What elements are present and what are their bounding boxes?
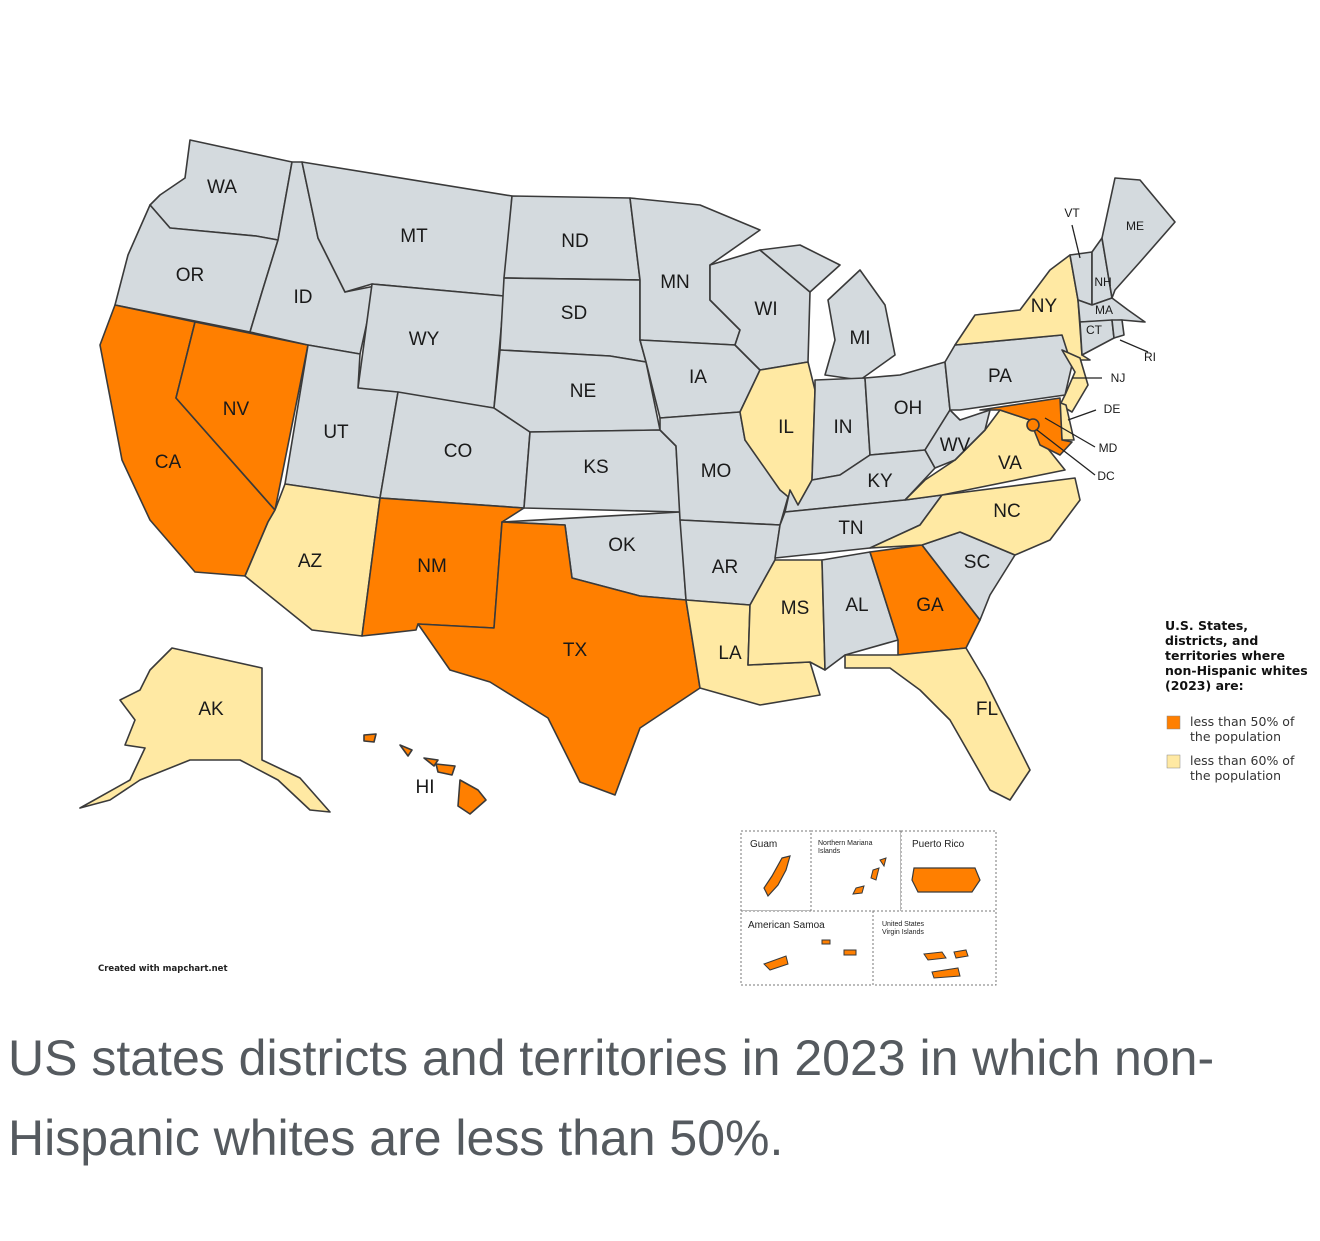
- state-HI: [457, 779, 487, 815]
- label-TN: TN: [838, 518, 863, 539]
- territory-us-virgin-islands: [923, 949, 969, 979]
- label-FL: FL: [976, 699, 998, 720]
- state-DC: [1026, 418, 1040, 432]
- label-VA: VA: [998, 453, 1022, 474]
- label-OR: OR: [176, 265, 205, 286]
- state-MD: [979, 397, 1073, 456]
- label-MO: MO: [701, 461, 732, 482]
- us-map: WA OR CA NV ID MT WY UT AZ CO NM ND SD NE KS OK TX MN IA MO…: [79, 139, 1312, 986]
- label-TX: TX: [563, 640, 588, 661]
- label-MA: MA: [1095, 303, 1113, 317]
- label-UT: UT: [323, 422, 349, 443]
- state-NC: [869, 477, 1081, 556]
- label-NM: NM: [417, 556, 447, 577]
- inset-vi-label-2: Virgin Islands: [882, 929, 924, 936]
- label-CA: CA: [155, 452, 182, 473]
- label-MT: MT: [400, 226, 428, 247]
- label-VT: VT: [1064, 206, 1080, 220]
- state-MI: [759, 244, 896, 381]
- label-ID: ID: [294, 287, 313, 308]
- state-HI: [399, 744, 413, 757]
- label-SC: SC: [964, 552, 990, 573]
- label-NC: NC: [993, 501, 1020, 522]
- label-GA: GA: [916, 595, 944, 616]
- label-WV: WV: [940, 435, 971, 456]
- caption: US states districts and territories in 2…: [8, 1030, 1215, 1166]
- inset-vi-label-1: United States: [882, 921, 925, 928]
- legend: U.S. States, districts, and territories …: [1165, 618, 1312, 783]
- label-NJ: NJ: [1111, 371, 1126, 385]
- label-CO: CO: [444, 441, 473, 462]
- label-NE: NE: [570, 381, 596, 402]
- label-ME: ME: [1126, 219, 1144, 233]
- label-IN: IN: [834, 417, 853, 438]
- label-WY: WY: [409, 329, 440, 350]
- mapchart-credit: Created with mapchart.net: [98, 964, 228, 974]
- state-WV: [924, 409, 991, 469]
- label-DC: DC: [1097, 469, 1115, 483]
- inset-nmi-box: [810, 830, 902, 912]
- label-RI: RI: [1144, 350, 1156, 364]
- inset-guam-label: Guam: [750, 839, 777, 850]
- territory-american-samoa: [763, 939, 857, 971]
- leader-lines: [1036, 224, 1149, 476]
- label-AZ: AZ: [298, 551, 323, 572]
- territory-insets: Guam Northern Mariana Islands Puerto Ric…: [740, 830, 997, 986]
- legend-label-under-50: less than 50% of the population: [1190, 714, 1298, 744]
- label-MI: MI: [849, 328, 870, 349]
- label-MD: MD: [1099, 441, 1118, 455]
- label-LA: LA: [718, 643, 742, 664]
- territory-nmi: [852, 857, 887, 895]
- label-PA: PA: [988, 366, 1012, 387]
- territory-puerto-rico: [911, 867, 981, 893]
- label-SD: SD: [561, 303, 587, 324]
- label-KS: KS: [583, 457, 608, 478]
- label-AR: AR: [712, 557, 738, 578]
- state-FL: [844, 647, 1031, 801]
- label-MS: MS: [781, 598, 810, 619]
- label-HI: HI: [416, 777, 435, 798]
- label-WI: WI: [754, 299, 777, 320]
- label-DE: DE: [1104, 402, 1121, 416]
- label-IA: IA: [689, 367, 707, 388]
- inset-as-label: American Samoa: [748, 920, 825, 931]
- legend-swatch-under-50: [1166, 715, 1181, 730]
- label-WA: WA: [207, 177, 237, 198]
- state-RI: [1111, 319, 1125, 339]
- states-layer: [79, 139, 1176, 815]
- legend-title: U.S. States, districts, and territories …: [1165, 618, 1312, 693]
- state-ME: [1101, 177, 1176, 299]
- state-HI: [423, 757, 439, 767]
- label-NY: NY: [1031, 296, 1058, 317]
- label-IL: IL: [778, 417, 794, 438]
- label-ND: ND: [561, 231, 588, 252]
- label-OK: OK: [608, 535, 636, 556]
- inset-pr-label: Puerto Rico: [912, 839, 965, 850]
- territory-guam: [763, 855, 791, 898]
- label-MN: MN: [660, 272, 690, 293]
- label-NV: NV: [223, 399, 250, 420]
- label-NH: NH: [1094, 275, 1111, 289]
- state-HI: [435, 763, 456, 776]
- label-AL: AL: [845, 595, 868, 616]
- state-HI: [363, 733, 377, 743]
- state-labels: WA OR CA NV ID MT WY UT AZ CO NM ND SD NE KS OK TX MN IA MO…: [155, 177, 1156, 798]
- state-HI-group: [363, 733, 487, 815]
- legend-swatch-under-60: [1166, 754, 1181, 769]
- label-KY: KY: [867, 471, 893, 492]
- state-AK: [79, 647, 331, 813]
- label-AK: AK: [198, 699, 224, 720]
- inset-nmi-label-2: Islands: [818, 848, 841, 855]
- label-CT: CT: [1086, 323, 1103, 337]
- inset-nmi-label-1: Northern Mariana: [818, 840, 873, 847]
- legend-label-under-60: less than 60% of the population: [1190, 753, 1298, 783]
- state-TX: [417, 521, 701, 796]
- label-OH: OH: [894, 398, 923, 419]
